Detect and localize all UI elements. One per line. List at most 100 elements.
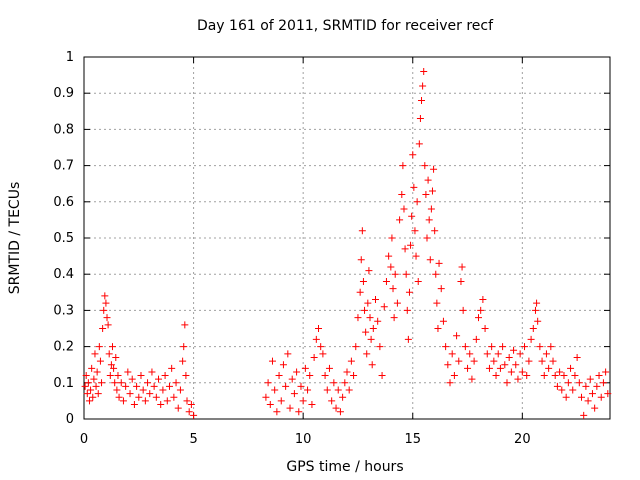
data-point — [459, 306, 467, 314]
grid-layer — [84, 57, 610, 419]
data-point — [567, 364, 575, 372]
data-point — [277, 397, 285, 405]
data-point — [604, 390, 612, 398]
data-point — [376, 343, 384, 351]
data-point — [117, 379, 125, 387]
y-tick-label: 0.2 — [53, 340, 74, 355]
data-point — [130, 401, 138, 409]
data-point — [126, 390, 134, 398]
data-point — [339, 393, 347, 401]
data-point — [286, 404, 294, 412]
data-point — [597, 393, 605, 401]
data-point — [488, 343, 496, 351]
data-point — [494, 350, 502, 358]
data-point — [602, 368, 610, 376]
data-point — [152, 393, 160, 401]
data-point — [268, 357, 276, 365]
data-point — [81, 382, 89, 390]
x-tick-label: 20 — [514, 432, 531, 447]
data-point — [388, 234, 396, 242]
data-point — [94, 390, 102, 398]
data-point — [412, 252, 420, 260]
data-point — [168, 364, 176, 372]
data-point — [403, 306, 411, 314]
y-tick-label: 0 — [66, 412, 74, 427]
data-point — [350, 372, 358, 380]
data-point — [424, 176, 432, 184]
data-point — [85, 397, 93, 405]
data-point — [479, 296, 487, 304]
data-point — [112, 353, 120, 361]
data-point — [299, 397, 307, 405]
data-point — [560, 372, 568, 380]
data-point — [475, 314, 482, 322]
data-point — [264, 379, 272, 387]
data-point — [275, 372, 283, 380]
data-point — [398, 191, 406, 199]
data-point — [174, 404, 182, 412]
data-point — [401, 245, 409, 253]
data-point — [273, 408, 281, 416]
data-point — [573, 353, 581, 361]
data-point — [310, 353, 318, 361]
data-point — [148, 368, 156, 376]
data-point — [588, 390, 596, 398]
data-point — [102, 299, 110, 307]
x-tick-label: 15 — [404, 432, 421, 447]
data-point — [437, 285, 445, 293]
data-point — [183, 397, 191, 405]
data-point — [89, 393, 97, 401]
data-point — [288, 375, 296, 383]
data-point — [84, 379, 92, 387]
data-point — [93, 368, 101, 376]
data-point — [389, 285, 397, 293]
data-point — [368, 361, 376, 369]
y-tick-label: 0.9 — [53, 86, 74, 101]
point-layer — [81, 67, 612, 419]
data-point — [101, 292, 109, 300]
data-point — [111, 379, 119, 387]
data-point — [290, 390, 298, 398]
data-point — [453, 332, 461, 340]
data-point — [304, 386, 312, 394]
y-tick-label: 0.3 — [53, 303, 74, 318]
data-point — [512, 361, 520, 369]
data-point — [105, 350, 113, 358]
data-point — [359, 277, 367, 285]
data-point — [161, 372, 169, 380]
data-point — [391, 270, 399, 278]
data-point — [356, 288, 364, 296]
data-point — [490, 357, 498, 365]
data-point — [470, 357, 478, 365]
data-point — [422, 191, 430, 199]
data-point — [122, 382, 130, 390]
data-point — [82, 372, 90, 380]
data-point — [279, 361, 287, 369]
data-point — [404, 335, 412, 343]
data-point — [107, 361, 115, 369]
data-point — [499, 343, 507, 351]
data-point — [165, 382, 173, 390]
data-point — [439, 317, 447, 325]
data-point — [461, 343, 469, 351]
data-point — [137, 372, 145, 380]
data-point — [88, 364, 96, 372]
data-point — [455, 357, 463, 365]
data-point — [144, 379, 152, 387]
data-point — [556, 368, 564, 376]
data-point — [521, 343, 529, 351]
data-point — [410, 183, 418, 191]
data-point — [595, 372, 603, 380]
data-point — [593, 382, 601, 390]
data-point — [91, 350, 99, 358]
data-point — [529, 325, 537, 332]
data-point — [432, 270, 440, 278]
data-point — [431, 227, 439, 235]
data-point — [90, 375, 98, 383]
data-point — [172, 379, 180, 387]
data-point — [418, 96, 426, 104]
data-point — [390, 314, 398, 322]
data-point — [357, 256, 365, 264]
data-point — [124, 368, 132, 376]
